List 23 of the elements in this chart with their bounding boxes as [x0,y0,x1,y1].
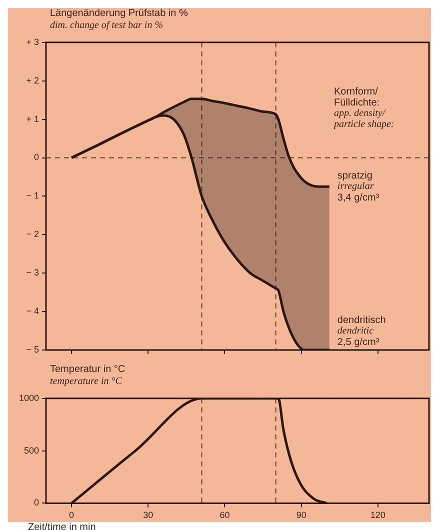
x-tick-label: 90 [296,510,306,520]
series-label: dendritisch dendritic 2,5 g/cm³ [337,314,386,348]
y-tick-label: − 3 [26,268,39,278]
y-tick-label: 1000 [18,392,39,403]
x-tick-label: 30 [143,510,154,520]
y-tick-label: − 4 [26,306,39,316]
y-tick-label: + 1 [26,114,39,124]
y-tick-label: + 2 [26,75,39,86]
series-label: spratzig irregular 3,4 g/cm³ [337,170,380,204]
y-tick-label: + 3 [26,36,39,47]
y-tick-label: − 2 [26,229,39,240]
y-tick-label: 0 [34,152,39,162]
x-tick-label: 120 [370,510,386,520]
y-axis-title: Temperatur in °C temperature in °C [50,364,126,388]
legend-title: Kornform/ Fülldichte: app. density/ particle shape: [333,86,394,130]
y-axis-title: Längenänderung Prüfstab in % dim. change of test bar in % [50,8,189,32]
x-tick-label: 0 [69,510,74,520]
x-axis-title: Zeit/time in min [27,522,97,530]
y-tick-label: − 1 [26,190,39,201]
y-tick-label: 500 [24,445,39,456]
y-tick-label: 0 [34,498,39,508]
y-tick-label: − 5 [26,344,39,354]
x-tick-label: 60 [220,510,230,520]
